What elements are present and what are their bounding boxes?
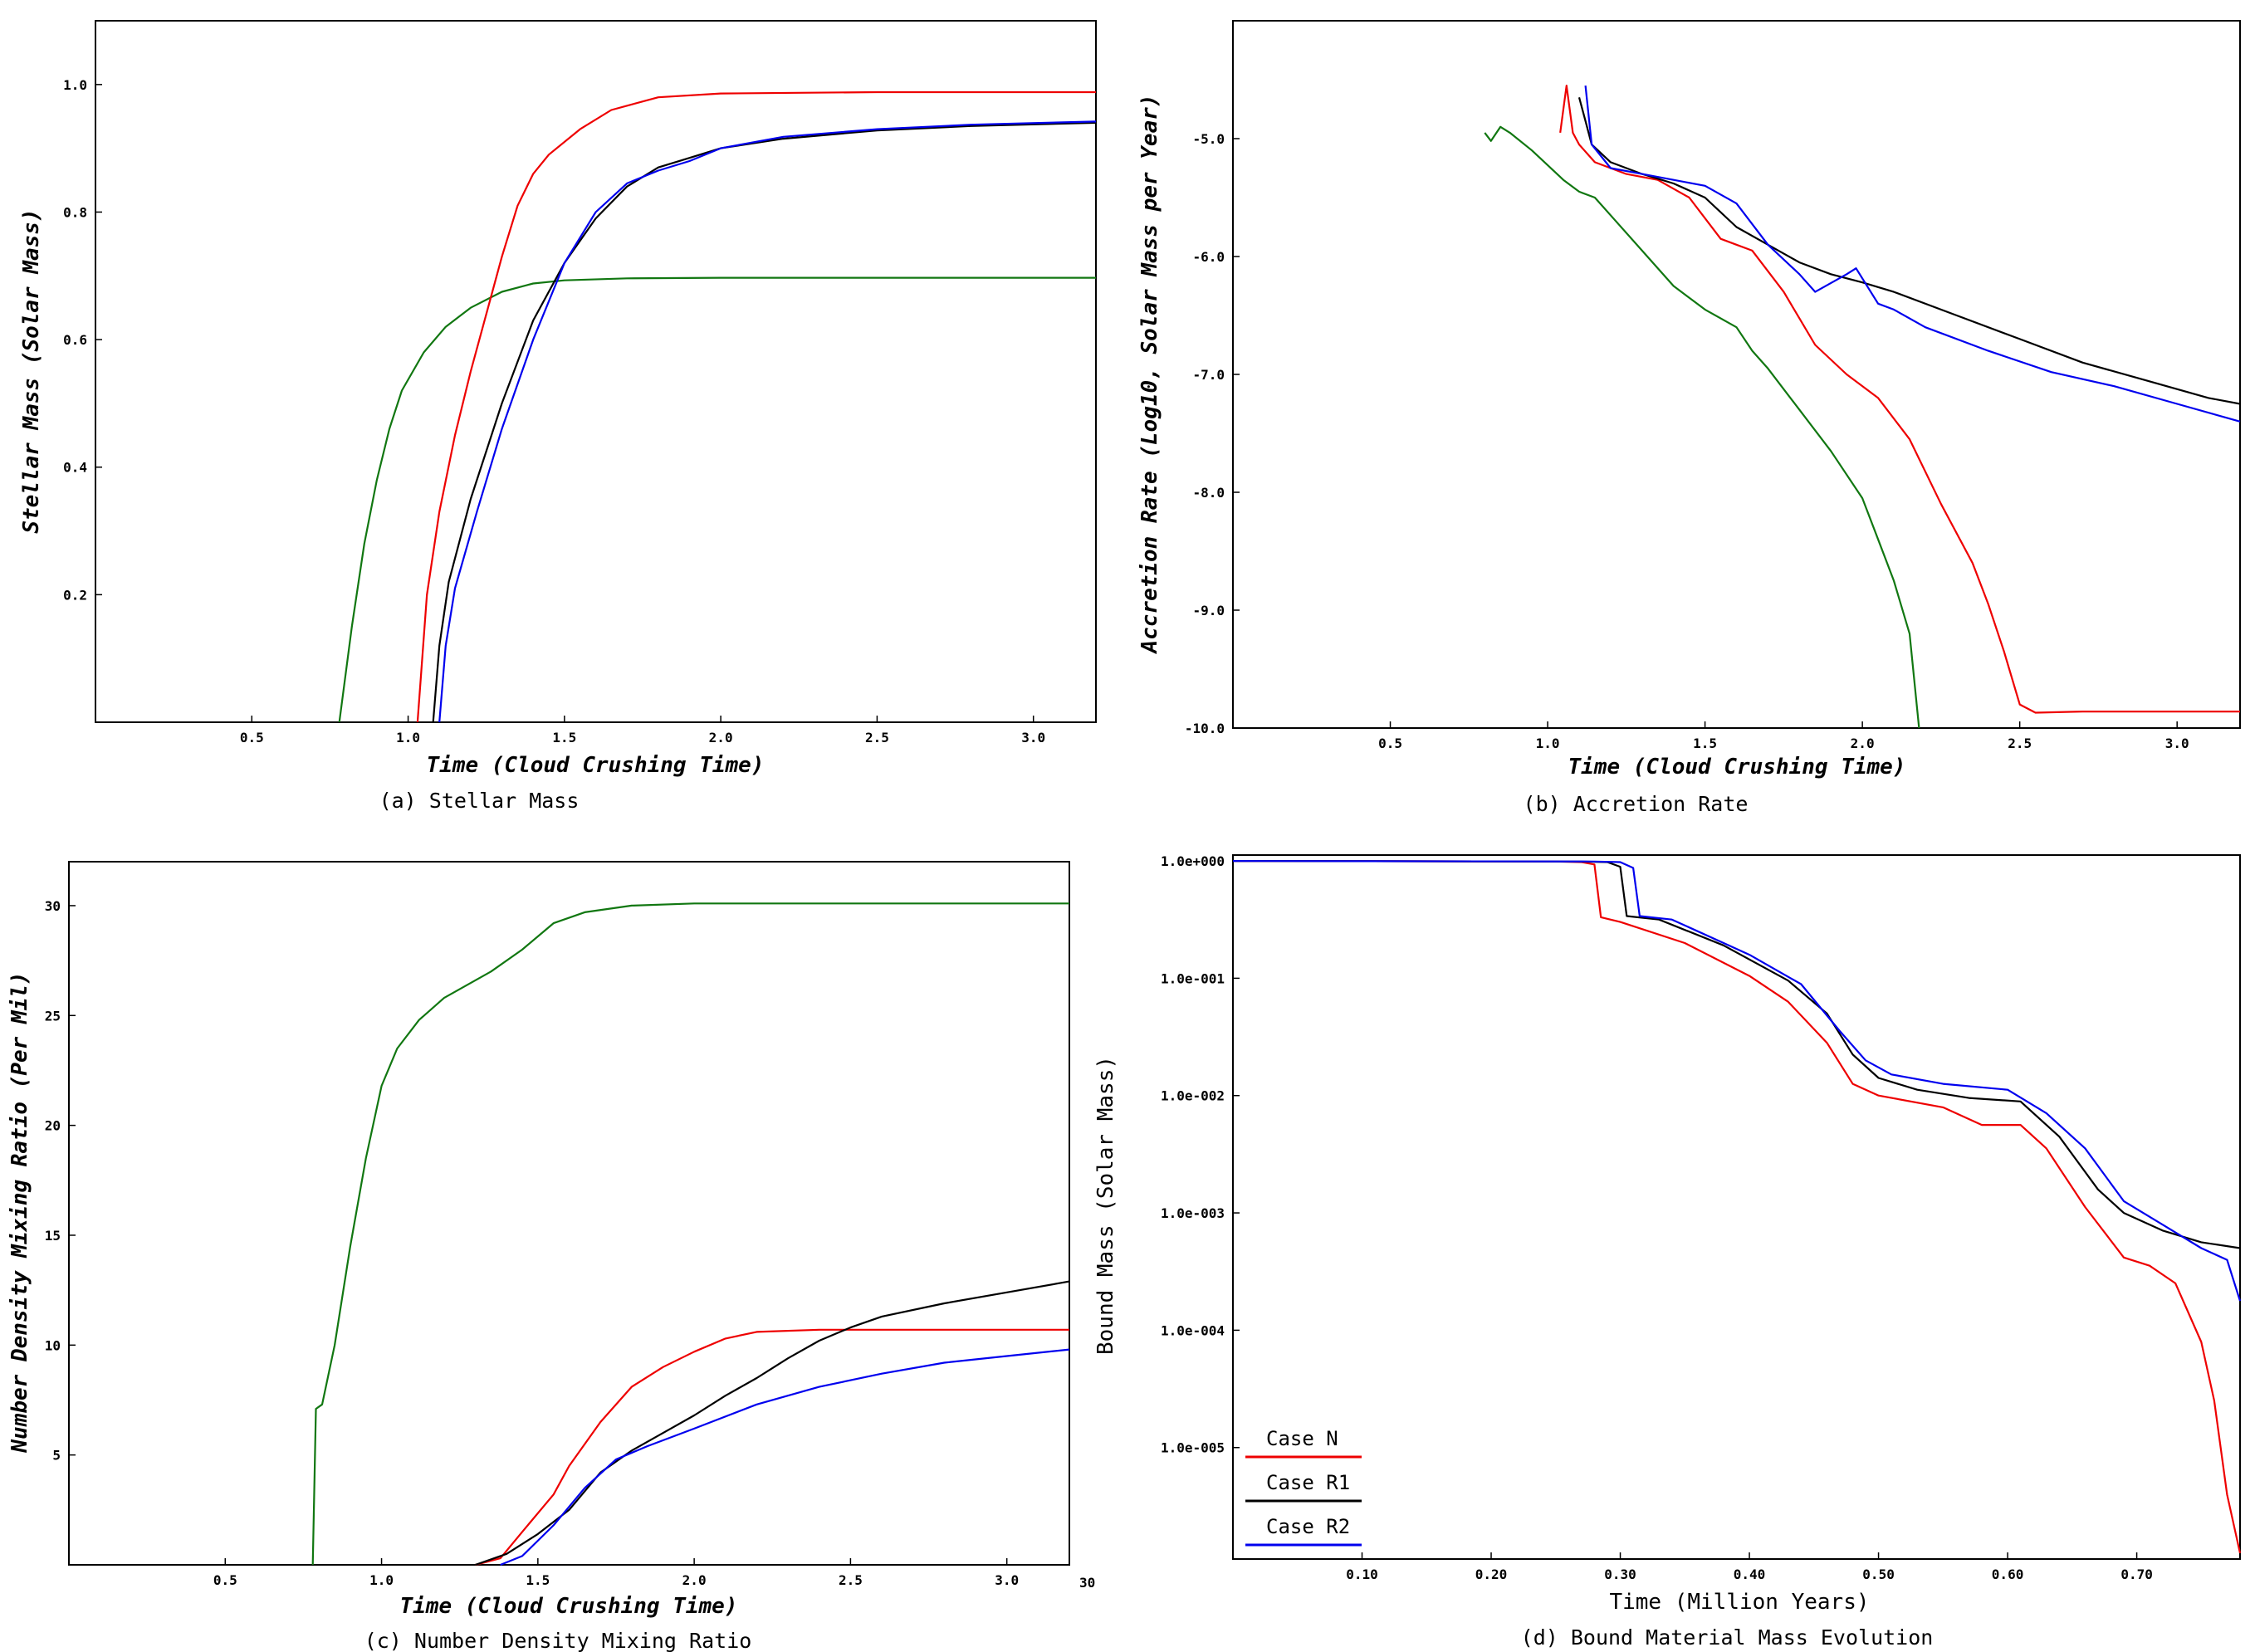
series-c (311, 902, 1070, 1566)
ticks-c: 0.5 1.0 1.5 2.0 2.5 3.0 5 10 15 20 25 30 (45, 898, 1019, 1588)
y-tick-label: 0.8 (63, 204, 87, 220)
x-tick-label: 3.0 (2165, 736, 2189, 751)
x-tick-label: 1.0 (1536, 736, 1560, 751)
x-tick-label: 0.40 (1734, 1566, 1766, 1582)
x-tick-label: 2.0 (682, 1572, 707, 1588)
caption-c: (c) Number Density Mixing Ratio (364, 1629, 752, 1652)
series-line-b-green (1484, 125, 1920, 729)
x-tick-label: 2.0 (709, 730, 733, 745)
extra-tick-label-c: 30 (1079, 1575, 1095, 1591)
y-tick-label: 1.0e+000 (1161, 853, 1225, 869)
x-tick-label: 3.0 (1021, 730, 1045, 745)
panel-mixing-ratio: 0.5 1.0 1.5 2.0 2.5 3.0 5 10 15 20 25 30 30 Time (C… (7, 861, 1095, 1652)
xlabel-c: Time (Cloud Crushing Time) (400, 1594, 738, 1619)
y-tick-label: -5.0 (1192, 131, 1225, 147)
panel-bound-mass: 0.10 0.20 0.30 0.40 0.50 0.60 0.70 1.0e-005 1.0e… (1093, 853, 2242, 1650)
series-d (1232, 860, 2242, 1554)
ticks-a: 0.5 1.0 1.5 2.0 2.5 3.0 0.2 0.4 0.6 0.8 1.0 (63, 77, 1045, 745)
legend-label-case-n: Case N (1266, 1427, 1338, 1450)
y-tick-label: 30 (45, 898, 61, 914)
xlabel-d: Time (Million Years) (1609, 1590, 1869, 1615)
x-tick-label: 2.5 (865, 730, 889, 745)
xlabel-b: Time (Cloud Crushing Time) (1568, 755, 1906, 780)
x-tick-label: 1.5 (1693, 736, 1717, 751)
series-line-d-case-r1 (1232, 860, 2241, 1249)
legend: Case N Case R1 Case R2 (1245, 1427, 1362, 1547)
ylabel-c: Number Density Mixing Ratio (Per Mil) (7, 971, 32, 1453)
plot-frame-b (1232, 20, 2241, 729)
x-tick-label: 1.5 (526, 1572, 550, 1588)
series-line-c-red (475, 1328, 1069, 1566)
ticks-b: 0.5 1.0 1.5 2.0 2.5 3.0 -10.0 -9.0 -8.0 -7.0 -6.0 -… (1185, 131, 2189, 751)
series-line-a-red (416, 90, 1096, 723)
y-tick-label: 25 (45, 1008, 61, 1024)
x-tick-label: 2.0 (1851, 736, 1875, 751)
y-tick-label: 5 (52, 1448, 61, 1464)
y-tick-label: 0.4 (63, 460, 87, 476)
plot-frame-c (68, 861, 1070, 1566)
series-line-b-blue (1584, 85, 2241, 423)
series-line-d-case-n (1232, 860, 2242, 1554)
panel-stellar-mass: 0.5 1.0 1.5 2.0 2.5 3.0 0.2 0.4 0.6 0.8 1.0 Time (… (19, 20, 1097, 813)
x-tick-label: 2.5 (839, 1572, 863, 1588)
x-tick-label: 0.5 (240, 730, 264, 745)
y-tick-label: 0.2 (63, 587, 87, 603)
panel-accretion-rate: 0.5 1.0 1.5 2.0 2.5 3.0 -10.0 -9.0 -8.0 -7.0 -6.0 -… (1137, 20, 2241, 816)
y-tick-label: 1.0e-005 (1161, 1440, 1225, 1456)
series-line-b-black (1577, 97, 2241, 405)
x-tick-label: 1.5 (552, 730, 576, 745)
x-tick-label: 0.5 (1378, 736, 1402, 751)
x-tick-label: 2.5 (2008, 736, 2032, 751)
y-tick-label: 1.0 (63, 77, 87, 93)
y-tick-label: 0.6 (63, 332, 87, 348)
y-tick-label: -6.0 (1192, 249, 1225, 265)
y-tick-label: -7.0 (1192, 367, 1225, 383)
x-tick-label: 0.60 (1992, 1566, 2024, 1582)
x-tick-label: 0.20 (1475, 1566, 1508, 1582)
y-tick-label: 1.0e-001 (1161, 970, 1225, 986)
y-tick-label: -9.0 (1192, 603, 1225, 618)
x-tick-label: 3.0 (995, 1572, 1019, 1588)
x-tick-label: 0.30 (1604, 1566, 1636, 1582)
ylabel-d: Bound Mass (Solar Mass) (1093, 1056, 1118, 1355)
legend-label-case-r2: Case R2 (1266, 1515, 1350, 1538)
x-tick-label: 1.0 (369, 1572, 394, 1588)
series-line-d-case-r2 (1232, 860, 2242, 1302)
series-line-c-green (311, 902, 1069, 1566)
series-line-a-blue (438, 120, 1097, 723)
series-line-a-black (432, 121, 1097, 723)
y-tick-label: 1.0e-003 (1161, 1205, 1225, 1221)
series-line-b-red (1559, 85, 2240, 714)
x-tick-label: 0.5 (213, 1572, 237, 1588)
x-tick-label: 0.70 (2120, 1566, 2153, 1582)
y-tick-label: 10 (45, 1337, 61, 1353)
ylabel-b: Accretion Rate (Log10, Solar Mass per Ye… (1137, 94, 1162, 654)
legend-label-case-r1: Case R1 (1266, 1471, 1350, 1494)
ticks-d: 0.10 0.20 0.30 0.40 0.50 0.60 0.70 1.0e-005 1.0e… (1161, 853, 2153, 1582)
series-line-c-black (475, 1280, 1070, 1566)
caption-a: (a) Stellar Mass (379, 789, 580, 813)
y-tick-label: 1.0e-002 (1161, 1088, 1225, 1104)
series-line-a-green (338, 276, 1096, 723)
plot-frame-d (1232, 854, 2241, 1560)
series-b (1484, 85, 2241, 729)
y-tick-label: -8.0 (1192, 485, 1225, 501)
y-tick-label: 1.0e-004 (1161, 1322, 1225, 1338)
y-tick-label: 20 (45, 1118, 61, 1134)
y-tick-label: 15 (45, 1228, 61, 1244)
series-a (338, 90, 1097, 723)
x-tick-label: 0.10 (1346, 1566, 1378, 1582)
x-tick-label: 1.0 (396, 730, 420, 745)
xlabel-a: Time (Cloud Crushing Time) (427, 753, 765, 778)
caption-b: (b) Accretion Rate (1524, 792, 1749, 816)
series-line-c-blue (500, 1348, 1070, 1566)
ylabel-a: Stellar Mass (Solar Mass) (19, 208, 44, 533)
y-tick-label: -10.0 (1185, 721, 1225, 736)
plot-frame-a (95, 20, 1097, 723)
x-tick-label: 0.50 (1862, 1566, 1895, 1582)
caption-d: (d) Bound Material Mass Evolution (1521, 1625, 1934, 1650)
